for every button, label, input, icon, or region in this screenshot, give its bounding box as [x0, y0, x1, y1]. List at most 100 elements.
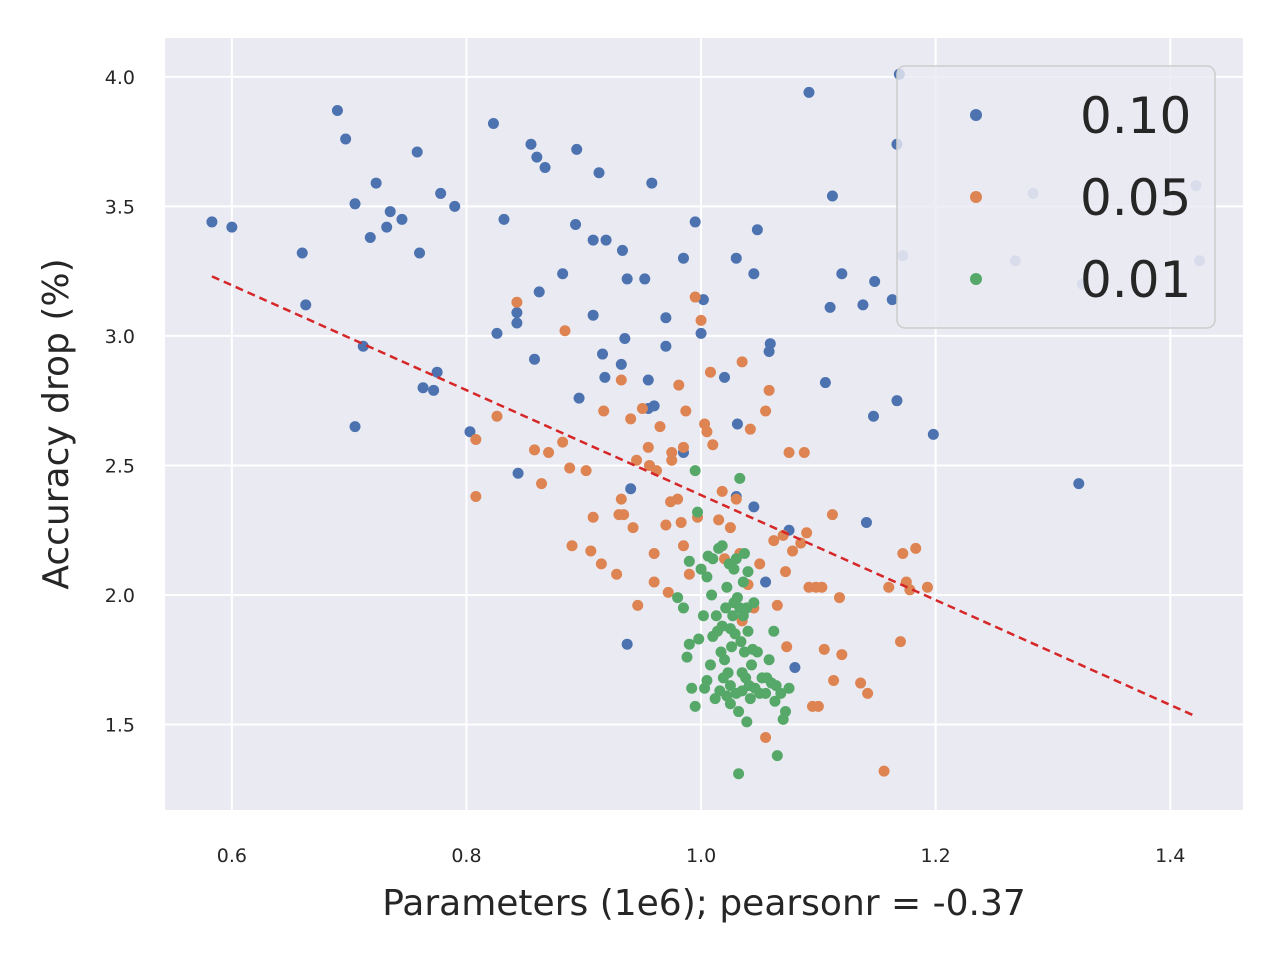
data-point: [868, 410, 880, 422]
data-point: [470, 491, 482, 503]
data-point: [528, 353, 540, 365]
data-point: [728, 563, 740, 575]
data-point: [621, 638, 633, 650]
legend-marker: [970, 273, 982, 285]
data-point: [570, 219, 582, 231]
data-point: [721, 581, 733, 593]
y-tick-label: 2.0: [105, 585, 135, 607]
data-point: [824, 301, 836, 313]
data-point: [760, 576, 772, 588]
data-point: [722, 667, 734, 679]
data-point: [695, 563, 707, 575]
data-point: [764, 338, 776, 350]
data-point: [897, 548, 909, 560]
y-tick-label: 3.5: [105, 196, 135, 218]
data-point: [733, 706, 745, 718]
legend-label: 0.01: [1080, 251, 1191, 309]
data-point: [748, 597, 760, 609]
data-point: [910, 542, 922, 554]
data-point: [783, 446, 795, 458]
data-point: [741, 716, 753, 728]
data-point: [894, 636, 906, 648]
data-point: [600, 234, 612, 246]
data-point: [349, 198, 361, 210]
data-point: [836, 268, 848, 280]
data-point: [618, 509, 630, 521]
data-point: [349, 421, 361, 433]
data-point: [724, 698, 736, 710]
data-point: [660, 519, 672, 531]
data-point: [536, 478, 548, 490]
data-point: [836, 649, 848, 661]
data-point: [498, 213, 510, 225]
data-point: [710, 610, 722, 622]
data-point: [525, 138, 537, 150]
data-point: [780, 706, 792, 718]
data-point: [833, 592, 845, 604]
data-point: [531, 151, 543, 163]
data-point: [683, 568, 695, 580]
data-point: [619, 333, 631, 345]
x-tick-label: 1.2: [921, 845, 951, 867]
data-point: [730, 493, 742, 505]
data-point: [573, 392, 585, 404]
data-point: [748, 501, 760, 513]
data-point: [666, 446, 678, 458]
data-point: [511, 307, 523, 319]
x-tick-label: 1.4: [1155, 845, 1185, 867]
data-point: [206, 216, 218, 228]
data-point: [632, 599, 644, 611]
data-point: [816, 581, 828, 593]
data-point: [704, 659, 716, 671]
data-point: [593, 167, 605, 179]
data-point: [701, 674, 713, 686]
data-point: [738, 548, 750, 560]
data-point: [511, 296, 523, 308]
data-point: [296, 247, 308, 259]
data-point: [677, 602, 689, 614]
data-point: [860, 516, 872, 528]
data-point: [768, 535, 780, 547]
data-point: [789, 662, 801, 674]
data-point: [677, 441, 689, 453]
data-point: [675, 516, 687, 528]
data-points: [206, 68, 1206, 780]
data-point: [921, 581, 933, 593]
data-point: [414, 247, 426, 259]
data-point: [449, 200, 461, 212]
data-point: [744, 693, 756, 705]
data-point: [783, 682, 795, 694]
data-point: [587, 309, 599, 321]
trend-line: [211, 275, 1195, 717]
data-point: [787, 545, 799, 557]
data-point: [857, 299, 869, 311]
data-point: [707, 439, 719, 451]
data-point: [648, 400, 660, 412]
data-point: [631, 454, 643, 466]
data-point: [695, 327, 707, 339]
data-point: [737, 576, 749, 588]
data-point: [654, 421, 666, 433]
data-point: [692, 506, 704, 518]
x-tick-label: 0.6: [217, 845, 247, 867]
data-point: [689, 465, 701, 477]
data-point: [716, 540, 728, 552]
data-point: [370, 177, 382, 189]
data-point: [775, 687, 787, 699]
data-point: [763, 654, 775, 666]
data-point: [580, 465, 592, 477]
data-point: [621, 273, 633, 285]
data-point: [735, 636, 747, 648]
data-point: [819, 377, 831, 389]
data-point: [731, 418, 743, 430]
data-point: [464, 426, 476, 438]
data-point: [571, 143, 583, 155]
data-point: [487, 117, 499, 129]
data-point: [683, 555, 695, 567]
data-point: [798, 446, 810, 458]
x-tick-label: 0.8: [451, 845, 481, 867]
x-axis-label: Parameters (1e6); pearsonr = -0.37: [382, 883, 1026, 924]
data-point: [719, 654, 731, 666]
data-point: [615, 358, 627, 370]
